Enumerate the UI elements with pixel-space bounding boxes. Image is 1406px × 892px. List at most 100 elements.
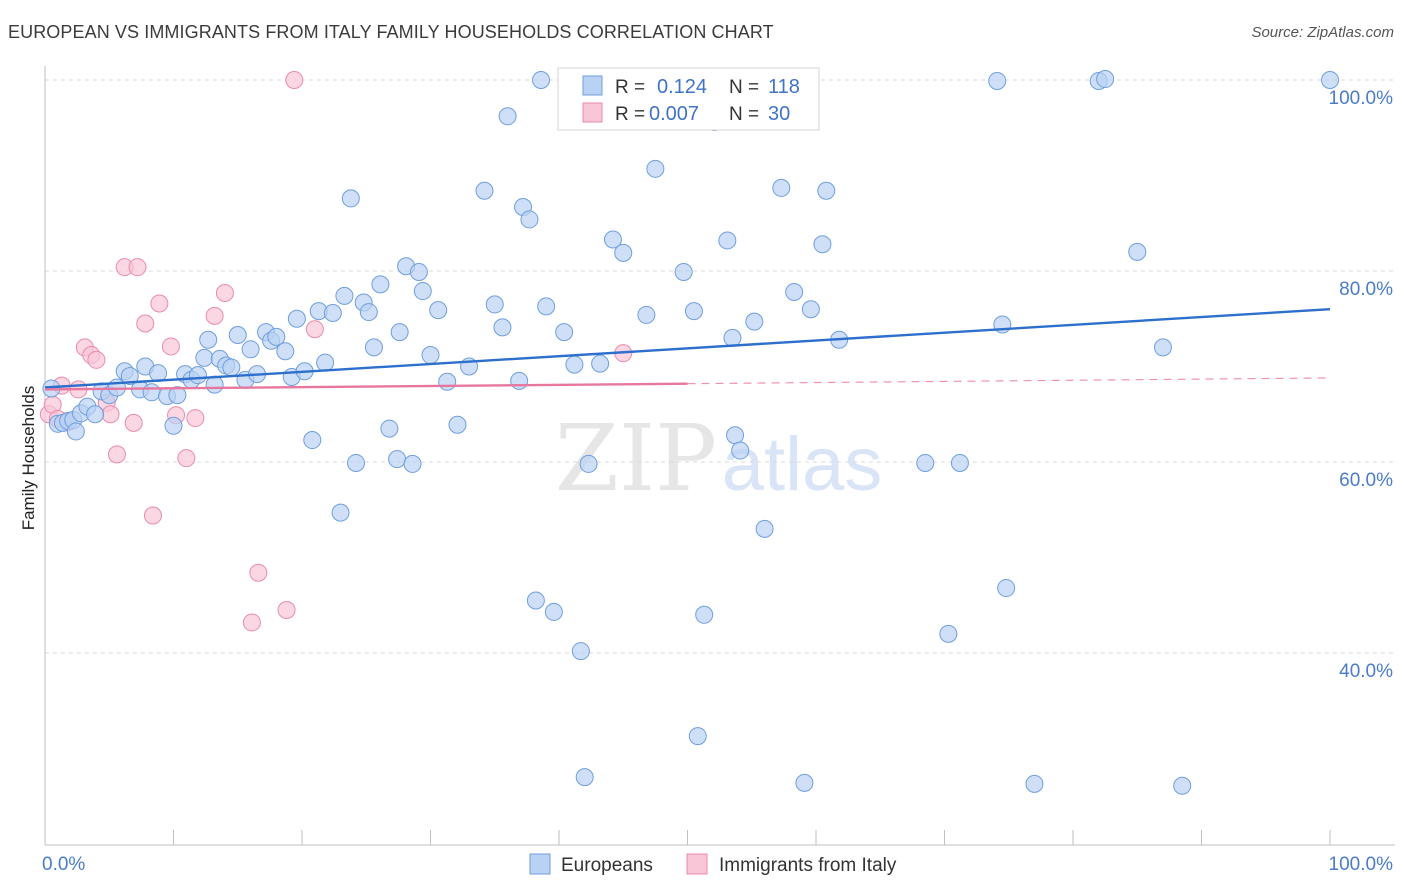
european-point-73 xyxy=(532,71,551,89)
european-point-111 xyxy=(1025,774,1044,793)
european-point-43 xyxy=(316,353,335,372)
european-point-105 xyxy=(916,453,935,472)
european-point-93 xyxy=(723,328,742,347)
european-point-52 xyxy=(371,275,390,294)
x-tick-label-min: 0.0% xyxy=(42,854,85,875)
european-point-58 xyxy=(409,262,428,281)
european-point-63 xyxy=(448,415,467,434)
italy-point-22 xyxy=(205,306,224,325)
stats-legend: R = 0.124 N = 118 R = 0.007 N = 30 xyxy=(557,67,820,131)
legend-italy-label: Immigrants from Italy xyxy=(719,855,897,876)
european-point-80 xyxy=(579,454,598,473)
european-point-60 xyxy=(421,346,440,365)
italy-points xyxy=(39,71,633,632)
european-point-106 xyxy=(939,624,958,643)
european-point-95 xyxy=(731,441,750,460)
italy-trend-line-extension xyxy=(687,377,1331,385)
european-point-54 xyxy=(388,450,407,469)
european-point-113 xyxy=(1096,70,1115,89)
european-point-72 xyxy=(526,591,545,610)
european-point-25 xyxy=(199,330,218,349)
european-point-47 xyxy=(341,189,360,208)
italy-point-16 xyxy=(143,506,162,525)
gridlines xyxy=(45,79,1395,654)
italy-point-11 xyxy=(107,445,126,464)
european-point-99 xyxy=(785,283,804,302)
italy-point-24 xyxy=(242,613,261,632)
european-point-97 xyxy=(755,519,774,538)
europeans-trend-line xyxy=(44,308,1331,389)
europeans-r-label: R = xyxy=(615,77,645,98)
european-point-23 xyxy=(188,366,207,385)
european-point-37 xyxy=(276,342,295,361)
european-point-115 xyxy=(1153,338,1172,357)
italy-trend-line xyxy=(44,382,688,391)
european-point-55 xyxy=(390,323,409,342)
europeans-n-value: 118 xyxy=(768,76,800,98)
european-point-20 xyxy=(168,386,187,405)
italy-point-20 xyxy=(177,449,196,468)
italy-r-label: R = xyxy=(615,104,645,125)
italy-point-18 xyxy=(161,337,180,356)
y-tick-label-2: 80.0% xyxy=(1339,279,1393,300)
europeans-n-label: N = xyxy=(729,77,759,98)
european-point-62 xyxy=(438,372,457,391)
italy-point-17 xyxy=(150,294,169,313)
chart-source: Source: ZipAtlas.com xyxy=(1251,24,1394,41)
axes xyxy=(44,66,1395,846)
italy-n-value: 30 xyxy=(768,103,790,125)
european-point-102 xyxy=(813,235,832,254)
italy-point-14 xyxy=(128,258,147,277)
european-point-16 xyxy=(142,383,161,402)
european-point-32 xyxy=(241,340,260,359)
y-tick-labels: 40.0% 60.0% 80.0% 100.0% xyxy=(1329,88,1394,682)
european-point-89 xyxy=(688,727,707,746)
european-point-82 xyxy=(603,230,622,249)
european-point-69 xyxy=(510,371,529,390)
italy-point-13 xyxy=(124,413,143,432)
european-point-67 xyxy=(493,318,512,337)
european-point-84 xyxy=(637,305,656,324)
european-point-39 xyxy=(287,309,306,328)
european-point-24 xyxy=(195,348,214,367)
italy-point-25 xyxy=(249,563,268,582)
european-point-85 xyxy=(646,159,665,178)
european-point-87 xyxy=(674,262,693,281)
european-point-13 xyxy=(120,367,139,386)
european-point-76 xyxy=(555,323,574,342)
european-point-88 xyxy=(684,302,703,321)
european-point-19 xyxy=(164,416,183,435)
legend-europeans-swatch xyxy=(529,853,551,875)
watermark-zip: ZIP xyxy=(555,405,717,512)
european-point-101 xyxy=(801,300,820,319)
european-point-57 xyxy=(403,454,422,473)
y-axis-title: Family Households xyxy=(19,386,38,531)
italy-point-26 xyxy=(277,601,296,620)
european-point-41 xyxy=(303,431,322,450)
y-tick-label-1: 60.0% xyxy=(1339,470,1393,491)
european-point-78 xyxy=(571,642,590,661)
italy-point-10 xyxy=(101,405,120,424)
european-point-36 xyxy=(267,327,286,346)
italy-n-label: N = xyxy=(729,104,759,125)
european-point-83 xyxy=(614,243,633,262)
european-point-48 xyxy=(346,453,365,472)
italy-swatch xyxy=(582,102,603,123)
european-point-59 xyxy=(413,282,432,301)
italy-point-27 xyxy=(285,71,304,89)
italy-r-value: 0.007 xyxy=(649,103,699,125)
european-point-68 xyxy=(498,107,517,126)
italy-point-15 xyxy=(136,314,155,333)
european-point-53 xyxy=(380,419,399,438)
italy-point-21 xyxy=(186,409,205,428)
watermark-atlas: atlas xyxy=(722,422,883,507)
european-point-108 xyxy=(988,71,1007,90)
european-point-51 xyxy=(364,338,383,357)
italy-point-23 xyxy=(215,283,234,302)
european-point-114 xyxy=(1128,242,1147,261)
european-point-5 xyxy=(66,422,85,441)
european-point-79 xyxy=(575,768,594,787)
european-point-96 xyxy=(745,312,764,331)
european-point-65 xyxy=(475,181,494,200)
